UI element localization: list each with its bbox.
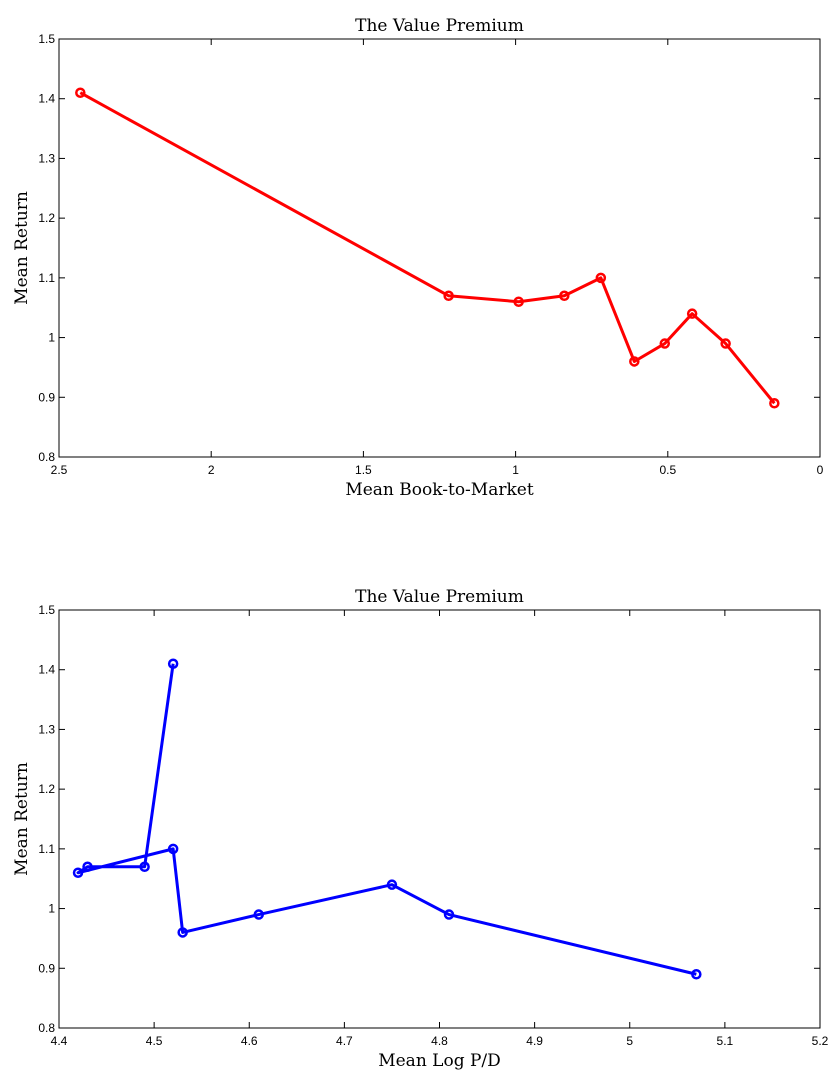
data-point xyxy=(595,272,607,284)
data-point xyxy=(177,927,188,938)
data-point xyxy=(720,338,731,349)
y-tick-label: 1.2 xyxy=(38,782,55,796)
x-tick-label: 4.6 xyxy=(241,1034,258,1048)
y-tick-label: 1.2 xyxy=(38,211,55,225)
chart-log-pd: The Value Premium Mean Log P/D Mean Retu… xyxy=(12,587,829,1071)
x-tick-label: 5.1 xyxy=(717,1034,734,1048)
x-axis-label: Mean Log P/D xyxy=(378,1051,501,1071)
y-tick-label: 0.9 xyxy=(38,390,55,404)
x-tick-label: 0.5 xyxy=(659,463,676,477)
y-tick-label: 1.4 xyxy=(38,663,55,677)
x-axis-label: Mean Book-to-Market xyxy=(345,480,534,500)
x-tick-label: 4.4 xyxy=(51,1034,68,1048)
x-tick-label: 2 xyxy=(208,463,215,477)
data-point xyxy=(659,338,671,349)
plot-frame xyxy=(58,38,821,458)
y-tick-label: 0.8 xyxy=(38,1021,55,1035)
y-tick-label: 1.4 xyxy=(38,92,55,106)
y-tick-label: 1 xyxy=(48,902,55,916)
data-point xyxy=(443,290,454,302)
data-point xyxy=(253,909,265,920)
data-point xyxy=(82,861,93,873)
x-tick-label: 4.8 xyxy=(431,1034,448,1048)
y-tick-label: 1 xyxy=(48,331,55,345)
y-tick-label: 0.9 xyxy=(38,961,55,975)
data-point xyxy=(513,296,524,307)
data-point xyxy=(72,867,84,878)
data-point xyxy=(167,658,179,669)
chart-title: The Value Premium xyxy=(355,587,524,607)
y-tick-label: 1.1 xyxy=(38,842,55,856)
data-point xyxy=(139,861,150,873)
chart-book-to-market: The Value Premium Mean Book-to-Market Me… xyxy=(12,16,824,500)
data-point xyxy=(686,308,698,319)
series-line xyxy=(76,663,697,976)
data-point xyxy=(769,398,780,409)
x-tick-label: 4.9 xyxy=(526,1034,543,1048)
y-tick-label: 1.3 xyxy=(38,151,55,165)
data-point xyxy=(443,909,455,920)
data-point xyxy=(559,290,570,302)
data-point xyxy=(386,879,398,890)
data-point xyxy=(691,969,702,980)
y-tick-label: 0.8 xyxy=(38,450,55,464)
x-tick-label: 1.5 xyxy=(355,463,372,477)
y-tick-label: 1.3 xyxy=(38,722,55,736)
data-point xyxy=(167,843,179,855)
series-line xyxy=(79,91,776,405)
y-axis-label: Mean Return xyxy=(12,191,32,305)
chart-title: The Value Premium xyxy=(355,16,524,36)
y-tick-label: 1.5 xyxy=(38,603,55,617)
x-tick-label: 4.7 xyxy=(336,1034,353,1048)
x-tick-label: 0 xyxy=(817,463,824,477)
y-axis-label: Mean Return xyxy=(12,762,32,876)
x-tick-label: 1 xyxy=(512,463,519,477)
data-point xyxy=(75,87,86,98)
y-tick-label: 1.5 xyxy=(38,32,55,46)
data-point xyxy=(629,356,640,367)
x-tick-label: 5.2 xyxy=(812,1034,829,1048)
x-tick-label: 4.5 xyxy=(146,1034,163,1048)
x-tick-label: 2.5 xyxy=(51,463,68,477)
x-tick-label: 5 xyxy=(626,1034,633,1048)
y-tick-label: 1.1 xyxy=(38,271,55,285)
